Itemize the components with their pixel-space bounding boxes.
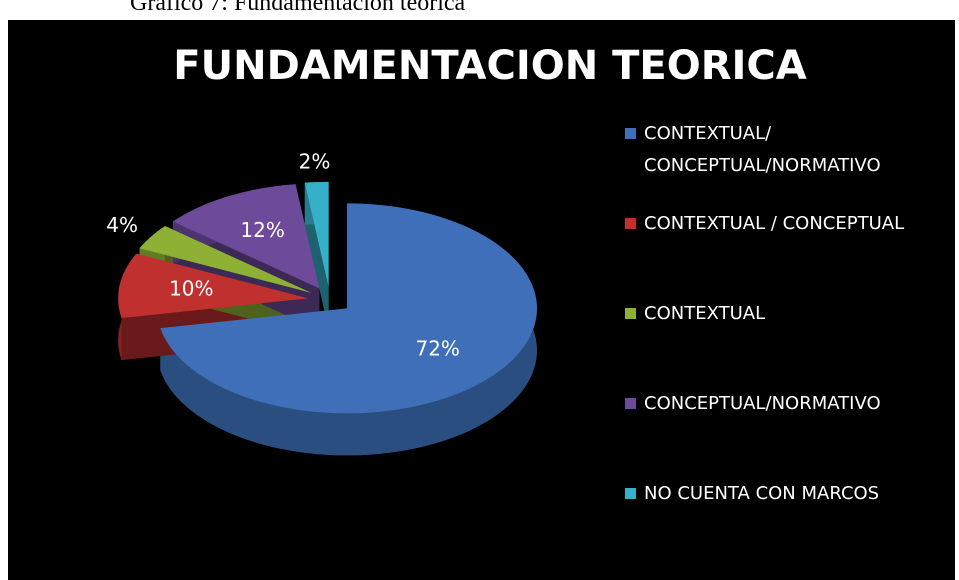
- legend-swatch: [625, 128, 636, 139]
- legend-label: CONTEXTUAL: [644, 303, 766, 324]
- legend: CONTEXTUAL/ CONCEPTUAL/NORMATIVO CONTEXTU…: [625, 118, 945, 568]
- data-label: 12%: [240, 218, 284, 242]
- data-label: 4%: [106, 213, 138, 237]
- legend-label: NO CUENTA CON MARCOS: [644, 483, 880, 504]
- legend-item: CONTEXTUAL: [625, 298, 945, 388]
- legend-label: CONCEPTUAL/NORMATIVO: [644, 393, 881, 414]
- legend-swatch: [625, 308, 636, 319]
- pie-slice: [160, 203, 537, 414]
- caption: Gráfico 7: Fundamentación teórica: [130, 0, 466, 16]
- legend-swatch: [625, 398, 636, 409]
- legend-item: CONCEPTUAL/NORMATIVO: [625, 388, 945, 478]
- legend-label: CONTEXTUAL / CONCEPTUAL: [644, 213, 905, 234]
- pie-slice: [139, 225, 312, 293]
- legend-label: CONTEXTUAL/ CONCEPTUAL/NORMATIVO: [644, 123, 881, 176]
- pie-slice: [118, 253, 309, 319]
- data-label: 10%: [169, 277, 213, 301]
- legend-item: NO CUENTA CON MARCOS: [625, 478, 945, 568]
- legend-item: CONTEXTUAL / CONCEPTUAL: [625, 208, 945, 298]
- legend-swatch: [625, 218, 636, 229]
- data-label: 2%: [299, 150, 331, 174]
- chart-title: FUNDAMENTACION TEORICA: [173, 43, 806, 89]
- data-label: 72%: [415, 336, 459, 360]
- pie-slice: [304, 181, 329, 287]
- legend-item: CONTEXTUAL/ CONCEPTUAL/NORMATIVO: [625, 118, 945, 208]
- pie-slice: [173, 184, 320, 289]
- legend-swatch: [625, 488, 636, 499]
